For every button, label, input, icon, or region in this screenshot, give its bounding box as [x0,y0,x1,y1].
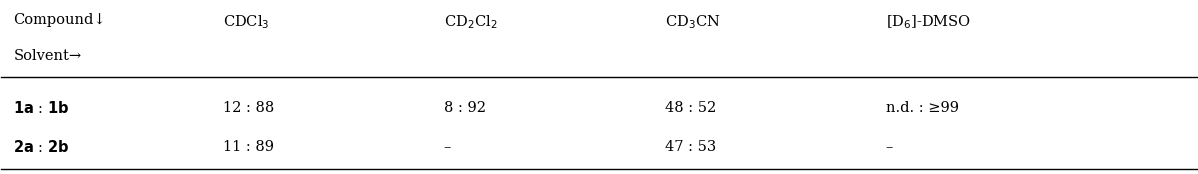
Text: 11 : 89: 11 : 89 [223,140,273,154]
Text: $\mathbf{1a}$ : $\mathbf{1b}$: $\mathbf{1a}$ : $\mathbf{1b}$ [13,100,69,116]
Text: n.d. : ≥99: n.d. : ≥99 [885,101,958,114]
Text: Solvent→: Solvent→ [13,49,81,63]
Text: 47 : 53: 47 : 53 [665,140,716,154]
Text: 8 : 92: 8 : 92 [443,101,485,114]
Text: CD$_3$CN: CD$_3$CN [665,13,720,31]
Text: –: – [885,140,894,154]
Text: $\mathbf{2a}$ : $\mathbf{2b}$: $\mathbf{2a}$ : $\mathbf{2b}$ [13,139,69,155]
Text: CD$_2$Cl$_2$: CD$_2$Cl$_2$ [443,13,497,31]
Text: 48 : 52: 48 : 52 [665,101,716,114]
Text: CDCl$_3$: CDCl$_3$ [223,13,270,31]
Text: Compound↓: Compound↓ [13,13,105,27]
Text: [D$_6$]-DMSO: [D$_6$]-DMSO [885,13,972,31]
Text: 12 : 88: 12 : 88 [223,101,274,114]
Text: –: – [443,140,450,154]
